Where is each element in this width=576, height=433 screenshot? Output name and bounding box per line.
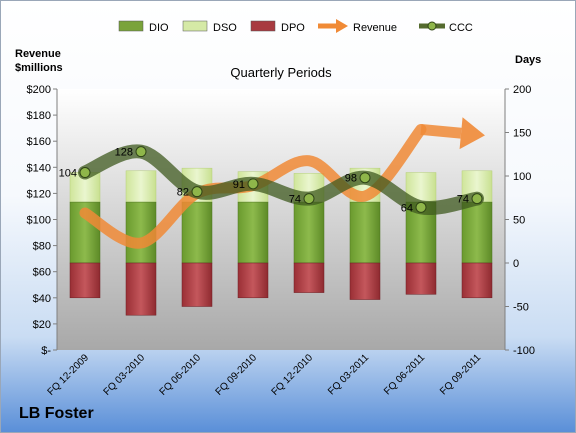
legend-label: DIO [149, 22, 169, 34]
dio-bar [349, 201, 381, 264]
legend-swatch-arrowhead [336, 19, 348, 33]
x-tick-label: FQ 09-2011 [438, 352, 483, 397]
ccc-data-label: 91 [233, 179, 245, 191]
right-tick-label: 0 [513, 258, 519, 270]
dso-bar [405, 172, 437, 203]
dso-bar [125, 170, 157, 203]
right-tick-label: -100 [513, 345, 535, 357]
left-tick-label: $100 [27, 215, 51, 227]
legend-swatch [182, 20, 208, 32]
right-axis: -100 -50 0 50 100 150 200 [504, 84, 535, 357]
right-tick-label: 50 [513, 215, 525, 227]
dpo-bar [237, 262, 269, 299]
left-tick-label: $- [41, 345, 51, 357]
dio-bar [181, 201, 213, 264]
left-tick-label: $160 [27, 136, 51, 148]
right-tick-label: 150 [513, 128, 531, 140]
ccc-data-label: 74 [289, 194, 301, 206]
dpo-bar [69, 262, 101, 299]
ccc-point [135, 146, 147, 158]
legend-label: CCC [449, 22, 473, 34]
legend-label: DSO [213, 22, 237, 34]
left-tick-label: $40 [33, 293, 51, 305]
x-tick-label: FQ 12-2010 [270, 352, 316, 398]
dio-bar [293, 201, 325, 264]
right-axis-title: Days [515, 54, 541, 66]
dpo-bar [181, 262, 213, 307]
left-axis: $- $20 $40 $60 $80 $100 $120 $140 $160 $180 $200 [27, 84, 58, 357]
legend-label: DPO [281, 22, 305, 34]
left-axis-title: Revenue $millions [15, 48, 63, 74]
x-tick-label: FQ 03-2010 [102, 352, 148, 398]
company-name: LB Foster [19, 405, 94, 422]
ccc-point [191, 186, 203, 198]
x-tick-label: FQ 09-2010 [214, 352, 260, 398]
x-tick-label: FQ 06-2011 [382, 352, 427, 397]
dpo-bar [461, 262, 493, 299]
legend-swatch-marker [427, 21, 437, 31]
ccc-data-label: 128 [115, 147, 133, 159]
left-tick-label: $180 [27, 110, 51, 122]
revenue-arrowhead [459, 117, 485, 150]
left-tick-label: $140 [27, 162, 51, 174]
x-tick-label: FQ 12-2009 [46, 352, 92, 398]
right-tick-label: -50 [513, 302, 529, 314]
legend-label: Revenue [353, 22, 397, 34]
x-axis-labels: FQ 12-2009 FQ 03-2010 FQ 06-2010 FQ 09-2010… [46, 352, 484, 398]
revenue-line-end [420, 123, 462, 139]
legend: DIO DSO DPO Revenue CCC [118, 19, 473, 34]
ccc-data-label: 74 [457, 194, 469, 206]
legend-swatch [118, 20, 144, 32]
ccc-point [471, 193, 483, 205]
ccc-point [303, 193, 315, 205]
left-tick-label: $120 [27, 188, 51, 200]
left-tick-label: $80 [33, 241, 51, 253]
left-tick-label: $200 [27, 84, 51, 96]
right-tick-label: 200 [513, 84, 531, 96]
dio-bar [461, 201, 493, 264]
ccc-data-label: 64 [401, 202, 413, 214]
legend-swatch [250, 20, 276, 32]
ccc-point [415, 201, 427, 213]
dpo-bar [349, 262, 381, 300]
bars [69, 167, 493, 316]
dpo-bar [125, 262, 157, 316]
left-tick-label: $20 [33, 319, 51, 331]
ccc-data-label: 104 [59, 168, 77, 180]
ccc-data-label: 82 [177, 187, 189, 199]
ccc-point [79, 167, 91, 179]
right-tick-label: 100 [513, 171, 531, 183]
ccc-series: 104 128 82 91 74 98 64 74 [59, 144, 484, 215]
ccc-point [359, 172, 371, 184]
left-tick-label: $60 [33, 267, 51, 279]
ccc-point [247, 178, 259, 190]
ccc-line [78, 144, 484, 215]
x-tick-label: FQ 03-2011 [326, 352, 371, 397]
dpo-bar [293, 262, 325, 293]
ccc-data-label: 98 [345, 173, 357, 185]
dpo-bar [405, 262, 437, 295]
chart-title: Quarterly Periods [230, 65, 332, 80]
dio-bar [237, 201, 269, 264]
x-tick-label: FQ 06-2010 [158, 352, 204, 398]
